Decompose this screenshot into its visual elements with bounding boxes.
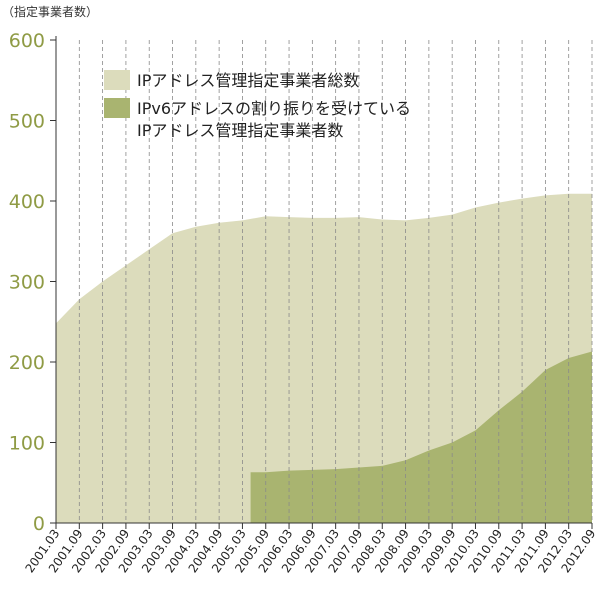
y-tick-label-400: 400 [9, 191, 45, 213]
legend-label-ipv6-line2: IPアドレス管理指定事業者数 [137, 121, 343, 140]
y-axis-unit-label: （指定事業者数） [2, 4, 98, 19]
y-tick-label-300: 300 [9, 272, 45, 294]
legend: IPアドレス管理指定事業者総数 IPv6アドレスの割り振りを受けている IPアドレス… [104, 70, 411, 140]
legend-swatch-ipv6 [104, 98, 130, 118]
y-tick-label-600: 600 [9, 30, 45, 52]
legend-label-total: IPアドレス管理指定事業者総数 [137, 71, 359, 90]
y-tick-label-100: 100 [9, 433, 45, 455]
y-tick-label-500: 500 [9, 111, 45, 133]
series-area-ipv6 [250, 351, 592, 523]
y-tick-label-0: 0 [33, 513, 45, 535]
y-tick-label-200: 200 [9, 352, 45, 374]
legend-label-ipv6-line1: IPv6アドレスの割り振りを受けている [137, 99, 411, 118]
legend-swatch-total [104, 70, 130, 90]
